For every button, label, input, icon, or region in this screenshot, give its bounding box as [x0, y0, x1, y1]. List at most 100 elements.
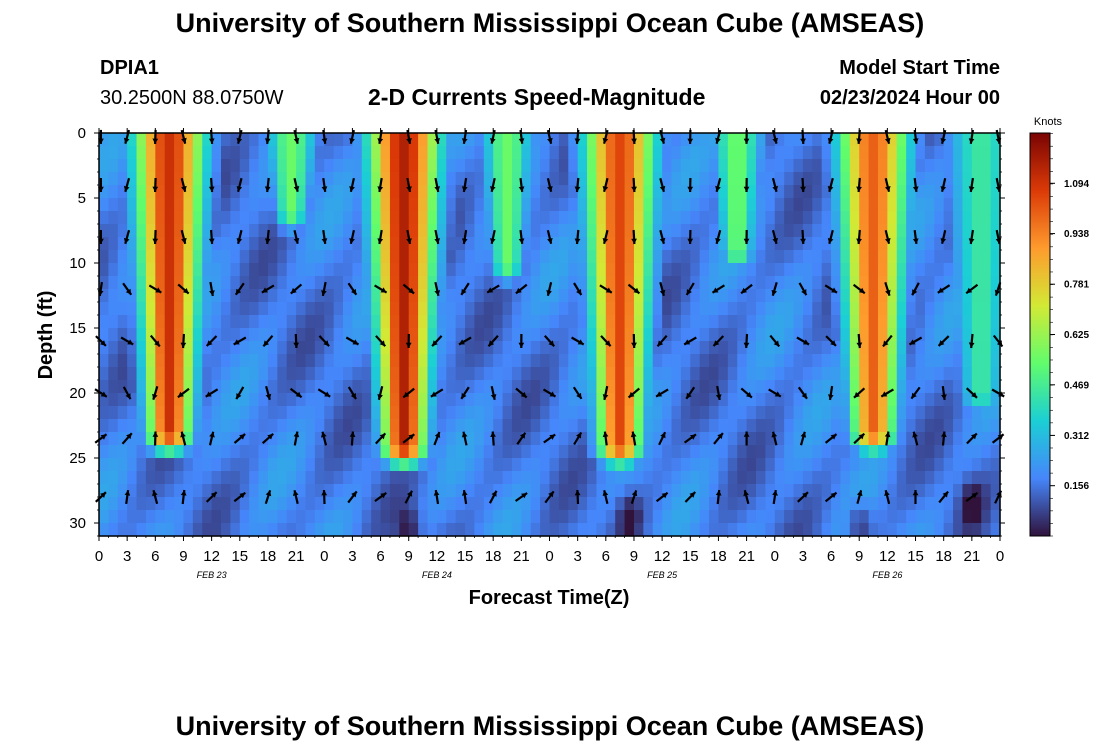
heat-cell — [990, 289, 1001, 303]
heat-cell — [558, 471, 569, 485]
heat-cell — [249, 471, 260, 485]
heat-cell — [831, 341, 842, 355]
heat-cell — [746, 367, 757, 381]
heat-cell — [239, 354, 250, 368]
heat-cell — [605, 393, 616, 407]
heat-cell — [540, 523, 551, 537]
heat-cell — [418, 211, 429, 225]
heat-cell — [521, 172, 532, 186]
heat-cell — [361, 458, 372, 472]
current-vector — [264, 177, 271, 193]
heat-cell — [737, 406, 748, 420]
heat-cell — [465, 237, 476, 251]
heat-cell — [183, 354, 194, 368]
heat-cell — [765, 198, 776, 212]
heat-cell — [774, 224, 785, 238]
current-vector — [602, 177, 609, 193]
heat-cell — [840, 237, 851, 251]
heat-cell — [352, 237, 363, 251]
heat-cell — [953, 432, 964, 446]
heat-cell — [652, 159, 663, 173]
heat-cell — [239, 328, 250, 342]
heat-cell — [305, 315, 316, 329]
heat-cell — [361, 159, 372, 173]
heat-cell — [361, 224, 372, 238]
heat-cell — [230, 380, 241, 394]
heat-cell — [934, 198, 945, 212]
current-vector — [236, 229, 243, 245]
heat-cell — [774, 250, 785, 264]
heat-cell — [793, 276, 804, 290]
heat-cell — [145, 328, 156, 342]
heat-cell — [981, 185, 992, 199]
heat-cell — [690, 185, 701, 199]
heat-cell — [540, 250, 551, 264]
heat-cell — [605, 250, 616, 264]
heat-cell — [615, 211, 626, 225]
heat-cell — [831, 198, 842, 212]
heat-cell — [314, 315, 325, 329]
heat-cell — [540, 315, 551, 329]
current-vector — [771, 431, 778, 446]
heat-cell — [127, 432, 138, 446]
heat-cell — [352, 289, 363, 303]
heat-cell — [174, 419, 185, 433]
heat-cell — [624, 198, 635, 212]
heat-cell — [981, 328, 992, 342]
heat-cell — [812, 276, 823, 290]
heat-cell — [211, 172, 222, 186]
heat-cell — [296, 380, 307, 394]
x-tick-label: 15 — [231, 548, 248, 565]
heat-cell — [709, 211, 720, 225]
heat-cell — [371, 250, 382, 264]
heat-cell — [211, 133, 222, 147]
heat-cell — [183, 211, 194, 225]
heat-cell — [511, 510, 522, 524]
heat-cell — [389, 185, 400, 199]
heat-cell — [239, 315, 250, 329]
current-vector — [715, 489, 722, 505]
heat-cell — [831, 471, 842, 485]
heat-cell — [812, 523, 823, 537]
heat-cell — [699, 367, 710, 381]
current-vector — [95, 491, 107, 503]
heat-cell — [887, 250, 898, 264]
heat-cell — [174, 354, 185, 368]
heat-cell — [643, 315, 654, 329]
heat-cell — [812, 185, 823, 199]
heat-cell — [314, 172, 325, 186]
heat-cell — [605, 263, 616, 277]
heat-cell — [239, 341, 250, 355]
heat-cell — [192, 263, 203, 277]
heat-cell — [755, 211, 766, 225]
heat-cell — [615, 432, 626, 446]
heat-cell — [108, 198, 119, 212]
heat-cell — [286, 484, 297, 498]
heat-cell — [296, 471, 307, 485]
heat-cell — [709, 289, 720, 303]
heat-cell — [699, 523, 710, 537]
current-vector — [123, 229, 131, 245]
heat-cell — [671, 146, 682, 160]
heat-cell — [192, 367, 203, 381]
heat-cell — [662, 133, 673, 147]
heat-cell — [755, 263, 766, 277]
heat-cell — [765, 341, 776, 355]
heat-cell — [164, 471, 175, 485]
heat-cell — [615, 276, 626, 290]
heat-cell — [849, 159, 860, 173]
heat-cell — [371, 185, 382, 199]
heat-cell — [990, 406, 1001, 420]
heat-cell — [211, 484, 222, 498]
heat-cell — [174, 497, 185, 511]
heat-cell — [802, 276, 813, 290]
heat-cell — [211, 380, 222, 394]
heat-cell — [746, 289, 757, 303]
heat-cell — [549, 172, 560, 186]
heat-cell — [540, 276, 551, 290]
heat-cell — [408, 523, 419, 537]
heat-cell — [831, 419, 842, 433]
heat-cell — [624, 328, 635, 342]
heat-cell — [511, 367, 522, 381]
heat-cell — [746, 250, 757, 264]
